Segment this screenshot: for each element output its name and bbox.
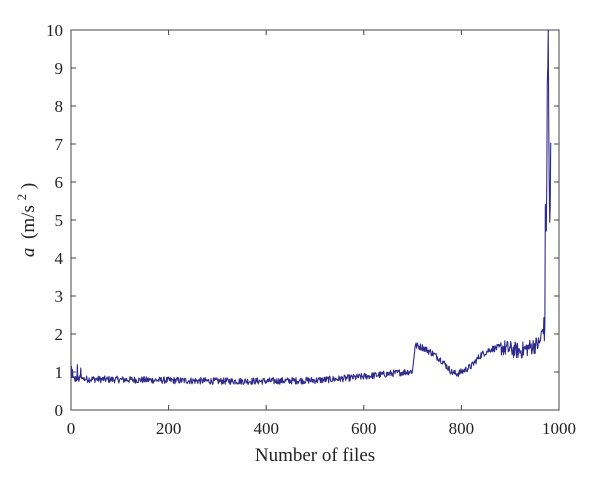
y-axis-variable: a [18, 248, 39, 258]
y-axis-label: a (m/s 2 ) [10, 183, 39, 257]
y-tick-label: 7 [55, 135, 64, 154]
y-tick-label: 5 [55, 211, 64, 230]
x-tick-label: 0 [67, 419, 76, 438]
plot-frame [70, 29, 560, 411]
y-tick-label: 2 [55, 325, 64, 344]
y-tick-label: 10 [46, 21, 63, 40]
y-tick-label: 8 [55, 97, 64, 116]
x-tick-label: 200 [156, 419, 182, 438]
x-tick-label: 800 [449, 419, 475, 438]
series-layer [71, 30, 552, 386]
y-axis-unit-exponent: 2 [14, 194, 29, 201]
y-tick-label: 1 [55, 363, 64, 382]
plot-area: 0 200 400 600 800 1000 0 1 2 3 4 5 6 7 8 9 10 [46, 21, 576, 438]
x-axis-ticks: 0 200 400 600 800 1000 [67, 30, 576, 438]
y-tick-label: 6 [55, 173, 64, 192]
y-axis-unit-open: (m/s [18, 205, 39, 239]
x-axis-label: Number of files [255, 445, 375, 466]
x-tick-label: 600 [351, 419, 377, 438]
series-line [71, 30, 552, 386]
x-tick-label: 400 [253, 419, 279, 438]
y-tick-label: 4 [55, 249, 64, 268]
x-tick-label: 1000 [542, 419, 576, 438]
y-axis-unit-close: ) [18, 183, 39, 189]
y-tick-label: 0 [55, 401, 64, 420]
y-tick-label: 3 [55, 287, 64, 306]
y-tick-label: 9 [55, 59, 64, 78]
y-axis-ticks: 0 1 2 3 4 5 6 7 8 9 10 [46, 21, 559, 420]
